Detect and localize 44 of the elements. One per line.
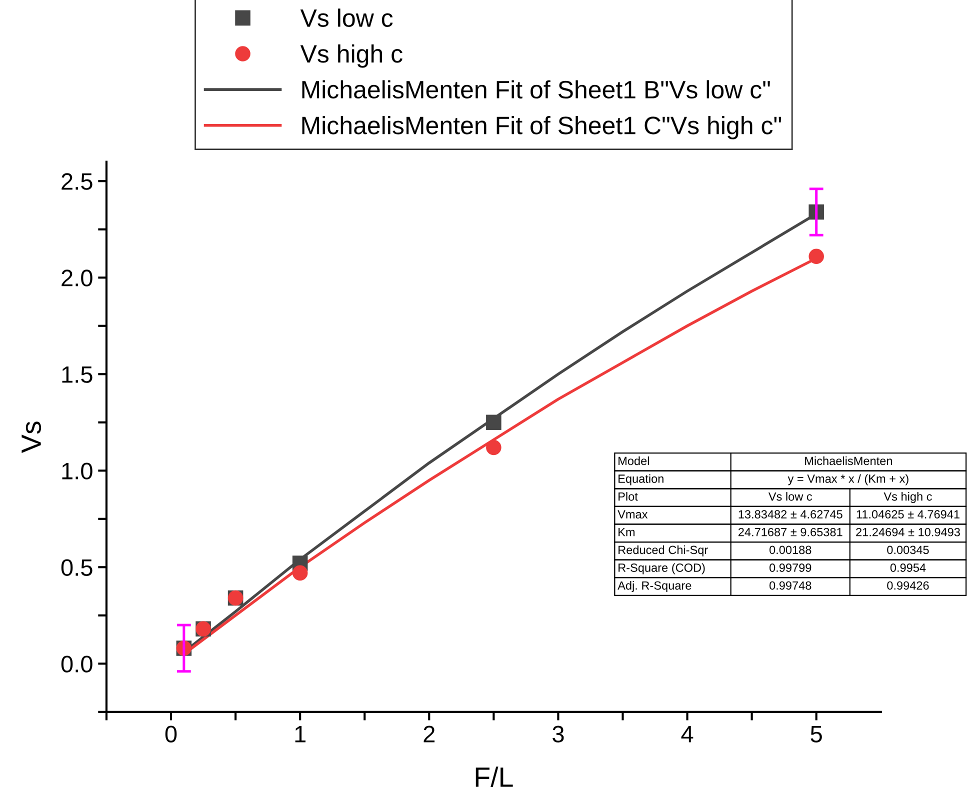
- y-tick-label: 1.0: [62, 462, 92, 480]
- annotation: 21.24694 ± 10.9493: [856, 528, 960, 536]
- annotation: y = Vmax * x / (Km + x): [788, 474, 908, 486]
- annotation: R-Square (COD): [618, 563, 705, 574]
- annotation: Model: [618, 456, 649, 466]
- y-axis-title: Vs: [22, 422, 42, 453]
- text: 0.00345: [887, 546, 929, 554]
- annotation: Adj. R-Square: [618, 581, 692, 592]
- x-tick-label: 5: [810, 726, 822, 742]
- x-tick-label: 4: [681, 726, 694, 742]
- annotation: 11.04625 ± 4.76941: [856, 510, 960, 518]
- annotation: MichaelisMenten: [805, 456, 892, 466]
- y-tick-label: 0.5: [61, 559, 92, 576]
- x-tick-label: 3: [552, 726, 564, 742]
- legend-label: MichaelisMenten Fit of Sheet1 B"Vs low c": [302, 80, 770, 99]
- annotation: 24.71687 ± 9.65381: [738, 528, 842, 536]
- point: [486, 414, 502, 430]
- y-tick-label: 2.0: [62, 270, 92, 286]
- annotation: Vs low c: [768, 492, 812, 501]
- annotation: Km: [618, 528, 635, 536]
- annotation: Plot: [618, 492, 638, 501]
- point: [292, 565, 308, 581]
- x-tick-label: 2: [424, 726, 435, 742]
- text: 0.9954: [890, 564, 926, 572]
- annotation: 0.00188: [770, 546, 812, 554]
- annotation: Reduced Chi-Sqr: [618, 545, 708, 556]
- annotation: Equation: [618, 474, 664, 486]
- annotation: 13.83482 ± 4.62745: [738, 510, 842, 518]
- annotation: 0.99799: [770, 564, 812, 572]
- point: [486, 440, 502, 456]
- annotation: Vmax: [618, 510, 648, 518]
- y-tick-label: 1.5: [62, 366, 92, 383]
- y-tick-label: 2.5: [62, 173, 92, 190]
- x-axis-title: F/L: [476, 766, 513, 787]
- text: Vs high c: [884, 492, 932, 504]
- annotation: 0.99748: [770, 581, 812, 590]
- x-tick-label: 0: [165, 726, 177, 742]
- legend-label: Vs high c: [300, 44, 402, 68]
- text: 0.99426: [887, 581, 929, 590]
- x-tick-label: 1: [295, 726, 306, 742]
- y-tick-label: 0.0: [61, 656, 92, 672]
- legend-label: Vs low c: [300, 8, 393, 27]
- legend-label: MichaelisMenten Fit of Sheet1 C"Vs high c": [302, 116, 782, 140]
- point: [808, 248, 824, 264]
